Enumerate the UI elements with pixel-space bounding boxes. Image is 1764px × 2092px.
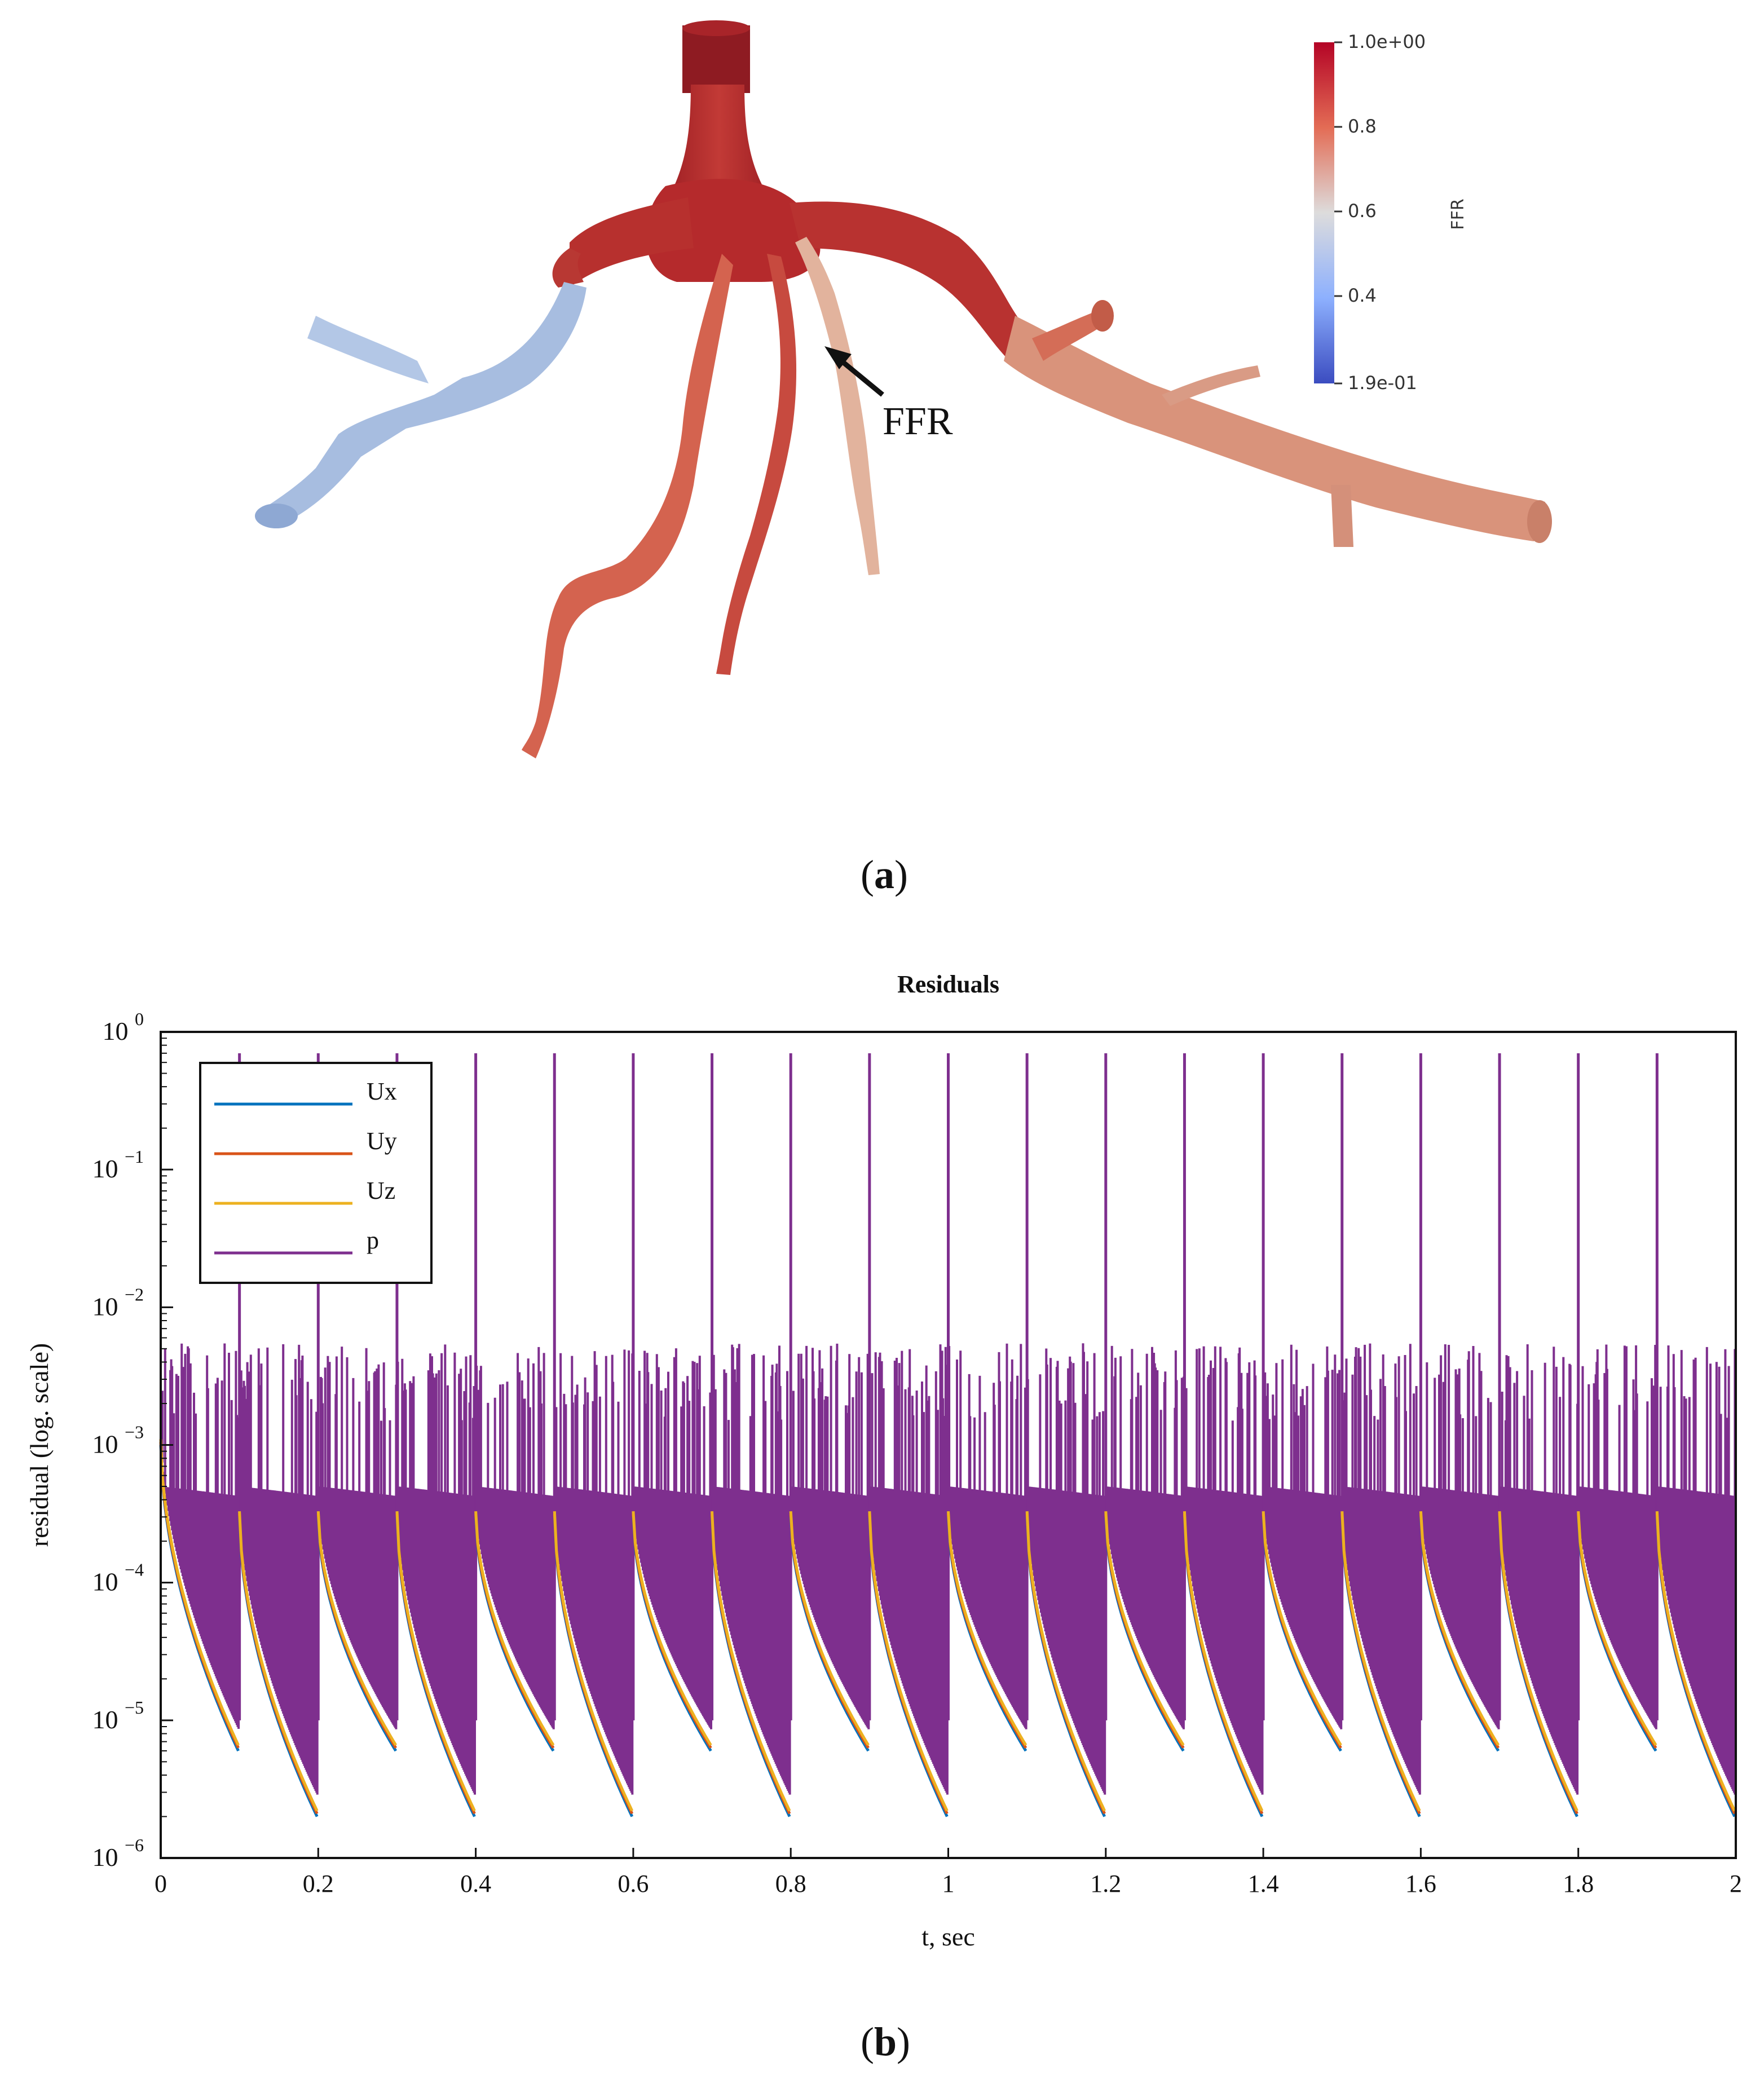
series-uz-line (316, 1511, 398, 1746)
series-uz-line (1183, 1511, 1264, 1812)
panel-b-caption-letter: b (874, 2019, 897, 2064)
x-tick-label: 1.2 (1090, 1870, 1121, 1897)
series-uz-line (1340, 1511, 1421, 1812)
series-p-band (474, 1347, 555, 1729)
y-tick-label: 10 −2 (92, 1284, 144, 1321)
legend-label: Uy (367, 1127, 397, 1155)
y-axis: 10 0 10 −1 10 −2 10 −3 10 −4 10 −5 10 −6 (92, 1009, 173, 1872)
series-uz-line (395, 1511, 476, 1812)
vessel-render: FFR 1.0e+00 0.8 0.6 0.4 1.9e-01 FFR (255, 20, 1552, 758)
series-p-band (317, 1347, 398, 1729)
series-uz-line (1655, 1511, 1736, 1812)
series-uz-line (474, 1511, 555, 1746)
x-tick-label: 0.2 (303, 1870, 334, 1897)
series-uz-line (947, 1511, 1027, 1746)
plot-area (159, 1053, 1736, 1817)
panel-a: FFR 1.0e+00 0.8 0.6 0.4 1.9e-01 FFR (a) (0, 0, 1764, 913)
series-p-band (1262, 1344, 1343, 1729)
colorbar-tick-label: 1.0e+00 (1348, 31, 1426, 52)
vessel-trunk (645, 20, 821, 282)
y-tick-label: 10 −1 (92, 1146, 144, 1183)
residuals-chart: Residuals 10 010 −110 −210 −310 −410 −51… (25, 970, 1742, 1951)
legend-label: Ux (367, 1078, 397, 1105)
series-uz-line (1498, 1511, 1578, 1812)
series-uz-line (632, 1511, 712, 1746)
x-tick-label: 0.4 (460, 1870, 491, 1897)
x-tick-label: 1 (942, 1870, 955, 1897)
x-tick-label: 1.8 (1563, 1870, 1594, 1897)
series-uz-line (1419, 1511, 1500, 1746)
x-tick-label: 2 (1730, 1870, 1742, 1897)
series-uz-line (868, 1511, 949, 1812)
y-axis-label: residual (log. scale) (25, 1343, 54, 1547)
legend-label: Uz (367, 1177, 395, 1204)
series-p-band (553, 1349, 634, 1795)
series-uz-line (238, 1511, 319, 1812)
y-tick-label: 10 −5 (92, 1697, 144, 1734)
colorbar-tick-label: 1.9e-01 (1348, 372, 1417, 394)
chart-title: Residuals (897, 970, 999, 998)
y-tick-label: 10 0 (103, 1009, 144, 1045)
series-p-band (238, 1344, 319, 1795)
series-p-band (1419, 1344, 1500, 1729)
panel-a-caption-letter: a (874, 852, 894, 897)
series-p-band (160, 1343, 240, 1729)
series-p-band (1498, 1344, 1579, 1795)
series-p-band (1340, 1343, 1421, 1795)
legend-label: p (367, 1226, 379, 1254)
colorbar-tick-label: 0.6 (1348, 200, 1377, 222)
series-uz-line (1025, 1511, 1106, 1812)
legend: Ux Uy Uz p (199, 1062, 433, 1284)
x-tick-label: 1.6 (1405, 1870, 1436, 1897)
series-p-band (1577, 1344, 1657, 1729)
colorbar-title: FFR (1448, 198, 1468, 229)
vessel-left-branch (255, 197, 694, 528)
series-p-band (396, 1344, 476, 1795)
series-p-band (1104, 1345, 1185, 1729)
series-uz-line (159, 1439, 240, 1746)
vessel-right-branch (790, 201, 1552, 547)
x-axis-label: t, sec (921, 1922, 975, 1951)
colorbar-tick-label: 0.8 (1348, 116, 1377, 137)
series-uz-line (711, 1511, 791, 1812)
y-tick-label: 10 −6 (92, 1835, 144, 1872)
series-p-band (711, 1344, 791, 1795)
series-uz-line (1104, 1511, 1185, 1746)
x-tick-label: 1.4 (1248, 1870, 1279, 1897)
series-uz-line (1262, 1511, 1342, 1746)
vessel-mid-branches (522, 237, 880, 758)
series-p-band (868, 1344, 949, 1795)
x-tick-label: 0 (155, 1870, 167, 1897)
series-uz-line (789, 1511, 870, 1746)
x-tick-label: 0.6 (618, 1870, 649, 1897)
panel-b: Residuals 10 0 10 −1 10 −2 10 −3 10 −4 10 −5 1… (0, 959, 1764, 2092)
panel-a-caption: (a) (861, 852, 908, 897)
colorbar-tick-label: 0.4 (1348, 285, 1377, 306)
series-p-band (632, 1348, 712, 1729)
ffr-arrow (824, 346, 884, 397)
legend-box (199, 1062, 433, 1284)
x-axis: 0 0.2 0.4 0.6 0.8 1 1.2 1.4 1.6 1.8 2 (155, 1848, 1742, 1897)
colorbar-gradient (1314, 42, 1334, 383)
series-p-band (1183, 1346, 1264, 1795)
series-p-band (1656, 1345, 1736, 1795)
series-p-band (790, 1343, 870, 1729)
series-uz-line (553, 1511, 634, 1812)
y-tick-label: 10 −4 (92, 1560, 144, 1596)
ffr-colorbar: 1.0e+00 0.8 0.6 0.4 1.9e-01 FFR (1314, 31, 1468, 394)
series-uz-line (1577, 1511, 1657, 1746)
ffr-arrow-label: FFR (883, 400, 953, 443)
series-p-band (947, 1343, 1027, 1729)
x-tick-label: 0.8 (775, 1870, 806, 1897)
y-tick-label: 10 −3 (92, 1422, 144, 1459)
series-p-band (1026, 1343, 1106, 1795)
panel-b-caption: (b) (861, 2019, 911, 2064)
